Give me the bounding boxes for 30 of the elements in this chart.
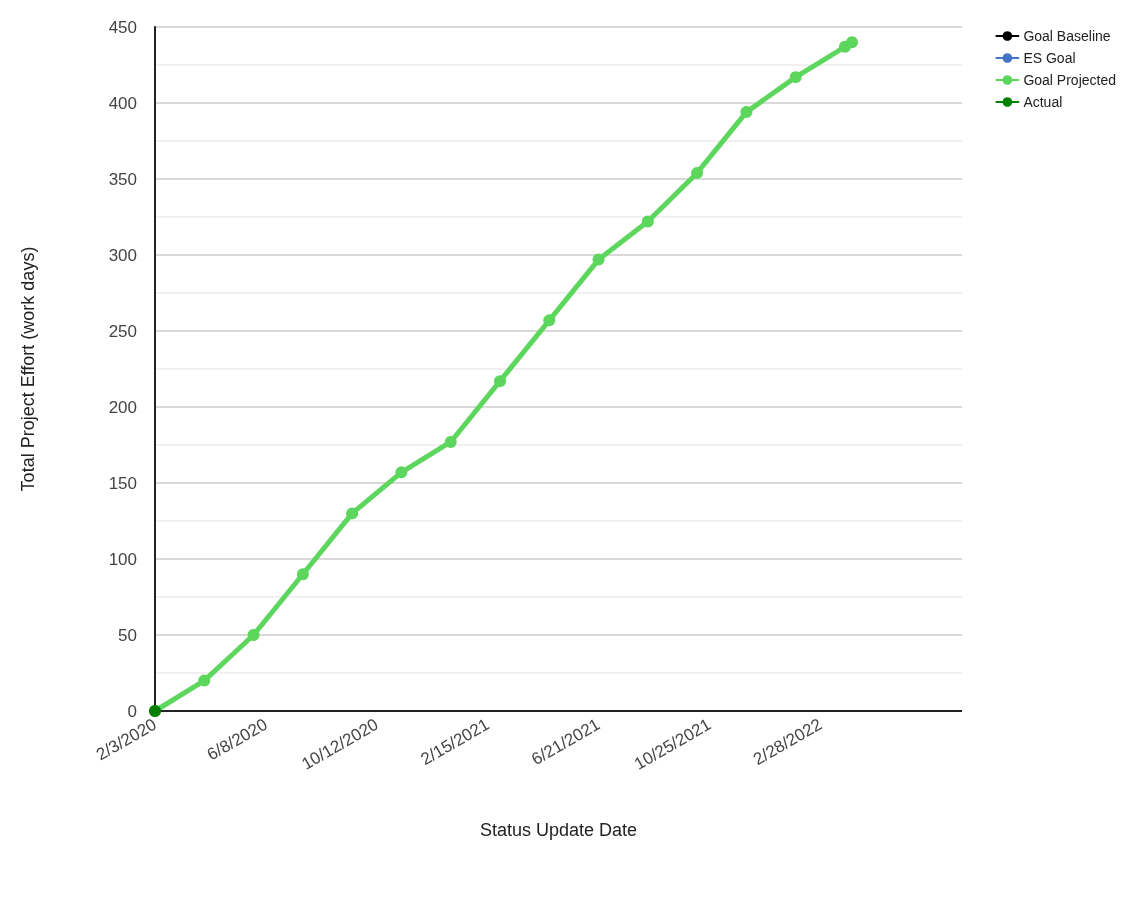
point <box>691 166 704 179</box>
point <box>493 375 506 388</box>
y-tick-label: 0 <box>127 701 137 721</box>
point <box>846 36 858 49</box>
point <box>740 106 753 119</box>
y-axis-title: Total Project Effort (work days) <box>18 246 38 492</box>
legend-label: Goal Baseline <box>1023 28 1111 44</box>
y-tick-label: 400 <box>108 93 137 113</box>
legend-label: ES Goal <box>1023 50 1076 66</box>
legend-label: Actual <box>1023 94 1063 110</box>
point <box>296 568 309 581</box>
point <box>395 466 408 479</box>
y-tick-label: 50 <box>118 625 137 645</box>
y-tick-label: 200 <box>108 397 137 417</box>
point <box>789 71 802 84</box>
point <box>641 215 654 228</box>
y-tick-label: 150 <box>108 473 137 493</box>
point <box>592 253 605 266</box>
point <box>543 314 556 327</box>
point <box>247 629 260 641</box>
point <box>444 435 457 448</box>
y-tick-label: 350 <box>108 169 137 189</box>
legend-label: Goal Projected <box>1023 72 1116 88</box>
y-tick-label: 450 <box>108 17 137 37</box>
point <box>198 674 211 687</box>
x-axis-title: Status Update Date <box>479 820 638 840</box>
y-tick-label: 100 <box>108 549 137 569</box>
y-tick-label: 250 <box>108 321 137 341</box>
point <box>346 507 359 520</box>
y-tick-label: 300 <box>108 245 137 265</box>
